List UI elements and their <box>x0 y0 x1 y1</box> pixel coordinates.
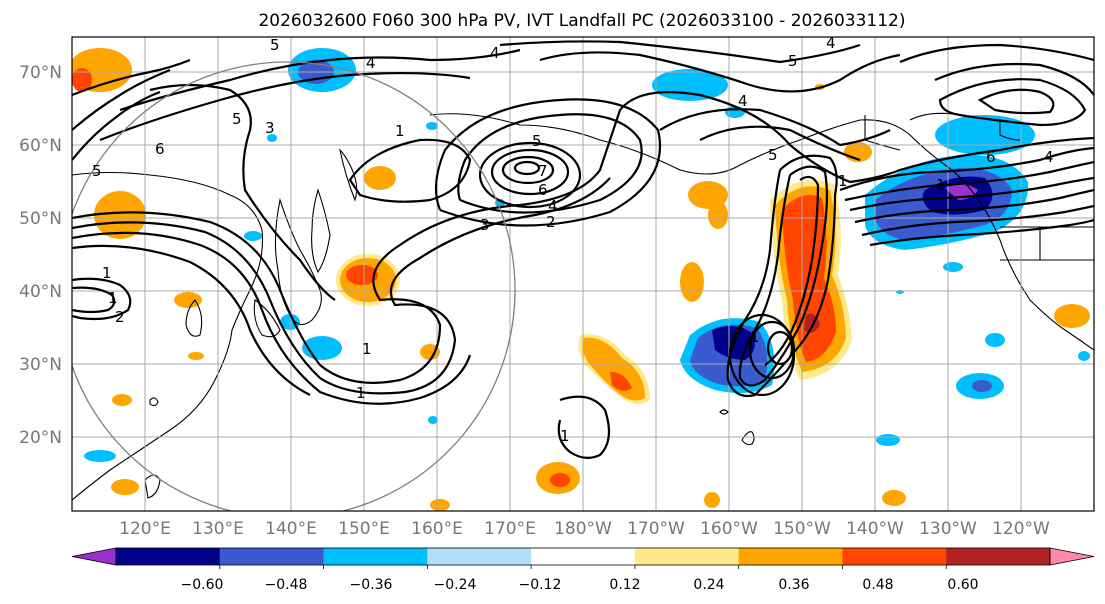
contour-label: 5 <box>532 132 542 150</box>
lon-label: 140°E <box>265 519 317 539</box>
contour-label: 4 <box>1044 148 1054 166</box>
colorbar-tick-label: −0.12 <box>519 577 562 593</box>
lon-label: 170°E <box>484 519 536 539</box>
lat-label: 30°N <box>19 355 62 375</box>
lat-label: 50°N <box>19 209 62 229</box>
contour-label: 7 <box>538 162 548 180</box>
lon-label: 130°W <box>919 519 977 539</box>
contour-label: 1 <box>560 427 570 445</box>
colorbar-segment <box>219 548 325 565</box>
contour-label: 5 <box>92 162 102 180</box>
contour-label: 6 <box>986 148 996 166</box>
lon-label: 180°W <box>554 519 612 539</box>
colorbar-segment <box>531 548 636 565</box>
contour-label: 5 <box>232 110 242 128</box>
colorbar-tick-label: −0.48 <box>265 577 308 593</box>
colorbar-max-extension <box>1049 547 1095 566</box>
contour-label: 3 <box>480 216 490 234</box>
figure-title: 2026032600 F060 300 hPa PV, IVT Landfall… <box>258 11 905 31</box>
contour-label: 1 <box>395 122 405 140</box>
lat-label: 60°N <box>19 136 62 156</box>
contour-label: 3 <box>265 119 275 137</box>
contour-label: 4 <box>548 197 558 215</box>
colorbar-tick-label: 0.48 <box>862 577 893 593</box>
colorbar-segment <box>946 548 1051 565</box>
lat-label: 40°N <box>19 282 62 302</box>
contour-label: 1 <box>838 172 848 190</box>
colorbar-tick-label: −0.36 <box>350 577 393 593</box>
latitude-labels: 70°N 60°N 50°N 40°N 30°N 20°N <box>19 63 62 448</box>
contour-label: 4 <box>490 44 500 62</box>
contour-label: 4 <box>738 92 748 110</box>
contour-label: 4 <box>366 54 376 72</box>
coastlines <box>72 112 1094 501</box>
lon-label: 140°W <box>846 519 904 539</box>
colorbar-segment <box>738 548 843 565</box>
colorbar-segment <box>323 548 428 565</box>
contour-labels: 5 4 4 5 4 4 5 3 6 5 1 5 6 4 2 3 7 1 1 2 … <box>92 34 1054 445</box>
lon-label: 130°E <box>192 519 244 539</box>
ivt-shading <box>72 48 1090 511</box>
map-area: 5 4 4 5 4 4 5 3 6 5 1 5 6 4 2 3 7 1 1 2 … <box>72 34 1094 511</box>
colorbar-ticks: −0.60 −0.48 −0.36 −0.24 −0.12 0.12 0.24 … <box>181 577 979 593</box>
map-frame <box>71 36 1095 512</box>
lon-label: 170°W <box>627 519 685 539</box>
positive-ivt-region-central-pacific <box>578 334 650 404</box>
colorbar-segment <box>116 548 221 565</box>
contour-label: 6 <box>538 181 548 199</box>
contour-label: 1 <box>356 384 366 402</box>
colorbar-tick-label: −0.24 <box>434 577 477 593</box>
pv-contours <box>72 40 1094 459</box>
contour-label: 5 <box>270 36 280 54</box>
contour-label: 1 <box>936 176 946 194</box>
colorbar-segment <box>842 548 947 565</box>
contour-label: 1 <box>750 328 760 346</box>
contour-label: 5 <box>788 52 798 70</box>
positive-ivt-small-patches <box>72 48 1090 511</box>
lat-label: 70°N <box>19 63 62 83</box>
contour-label: 6 <box>155 140 165 158</box>
colorbar-frame <box>115 547 1051 566</box>
contour-label: 1 <box>102 264 112 282</box>
lon-label: 160°E <box>411 519 463 539</box>
colorbar-segment <box>634 548 740 565</box>
contour-label: 4 <box>826 34 836 52</box>
lon-label: 150°E <box>338 519 390 539</box>
colorbar <box>71 547 1095 569</box>
colorbar-tick-label: 0.60 <box>947 577 978 593</box>
contour-label: 2 <box>115 308 125 326</box>
colorbar-segment <box>427 548 532 565</box>
contour-label: 1 <box>108 289 118 307</box>
contour-label: 2 <box>546 213 556 231</box>
colorbar-tick-label: 0.12 <box>609 577 640 593</box>
lon-label: 120°W <box>992 519 1050 539</box>
longitude-labels: 120°E 130°E 140°E 150°E 160°E 170°E 180°… <box>119 519 1050 539</box>
lon-label: 120°E <box>119 519 171 539</box>
lon-label: 150°W <box>773 519 831 539</box>
lat-label: 20°N <box>19 428 62 448</box>
contour-label: 1 <box>362 340 372 358</box>
range-ring <box>72 61 516 511</box>
lon-label: 160°W <box>700 519 758 539</box>
gridlines <box>72 37 1094 511</box>
colorbar-min-extension <box>71 547 117 566</box>
colorbar-tick-label: −0.60 <box>181 577 224 593</box>
contour-label: 5 <box>768 146 778 164</box>
colorbar-tick-label: 0.24 <box>693 577 724 593</box>
colorbar-tick-label: 0.36 <box>778 577 809 593</box>
